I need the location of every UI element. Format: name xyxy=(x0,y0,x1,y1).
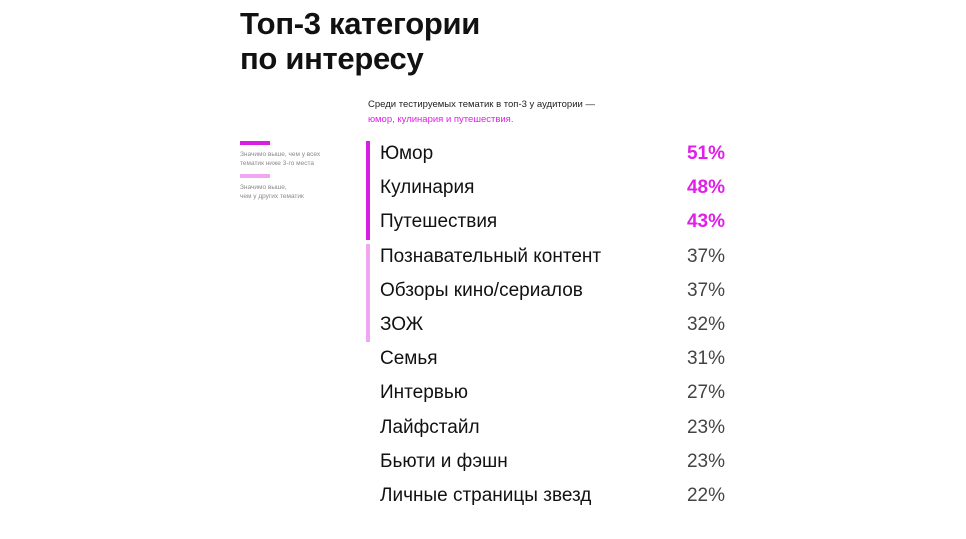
value-label: 23% xyxy=(686,416,725,438)
category-label: Интервью xyxy=(380,382,469,404)
legend-line: тематик ниже 3-го места xyxy=(240,160,314,167)
legend-swatch-light xyxy=(240,174,270,178)
category-label: Семья xyxy=(380,348,438,370)
legend-line: Значимо выше, чем у всех xyxy=(240,151,321,158)
list-item: Кулинария 48% xyxy=(380,171,725,205)
legend-item-strong: Значимо выше, чем у всех тематик ниже 3-… xyxy=(240,141,350,168)
legend-line: Значимо выше, xyxy=(240,184,287,191)
list-item: Семья 31% xyxy=(380,342,725,376)
title-line-1: Топ-3 категории xyxy=(240,6,480,41)
highlight-bar-strong xyxy=(366,141,370,240)
legend-line: чем у других тематик xyxy=(240,193,304,200)
category-label: Кулинария xyxy=(380,177,475,199)
legend-text-strong: Значимо выше, чем у всех тематик ниже 3-… xyxy=(240,150,350,168)
legend-text-light: Значимо выше, чем у других тематик xyxy=(240,183,350,201)
category-label: ЗОЖ xyxy=(380,314,424,335)
value-label: 48% xyxy=(686,177,725,199)
value-label: 31% xyxy=(686,348,725,370)
legend-item-light: Значимо выше, чем у других тематик xyxy=(240,174,350,201)
subtitle: Среди тестируемых тематик в топ-3 у ауди… xyxy=(368,97,595,127)
category-label: Познавательный контент xyxy=(380,245,602,267)
category-label: Обзоры кино/сериалов xyxy=(380,279,583,301)
value-label: 51% xyxy=(686,143,725,164)
page-title: Топ-3 категории по интересу xyxy=(240,6,480,76)
list-item: Бьюти и фэшн 23% xyxy=(380,445,725,479)
list-item: Интервью 27% xyxy=(380,376,725,410)
legend: Значимо выше, чем у всех тематик ниже 3-… xyxy=(240,141,350,207)
value-label: 37% xyxy=(686,279,725,301)
category-label: Лайфстайл xyxy=(380,416,480,438)
legend-swatch-strong xyxy=(240,141,270,145)
value-label: 43% xyxy=(686,211,725,233)
list-item: ЗОЖ 32% xyxy=(380,308,725,342)
category-label: Путешествия xyxy=(380,211,498,233)
list-item: Обзоры кино/сериалов 37% xyxy=(380,274,725,308)
list-item: Путешествия 43% xyxy=(380,205,725,239)
subtitle-line-1: Среди тестируемых тематик в топ-3 у ауди… xyxy=(368,99,595,110)
value-label: 32% xyxy=(686,314,725,335)
subtitle-line-2: юмор, кулинария и путешествия. xyxy=(368,114,514,125)
list-item: Личные страницы звезд 22% xyxy=(380,479,725,513)
value-label: 22% xyxy=(686,485,725,506)
category-label: Юмор xyxy=(380,143,434,164)
value-label: 37% xyxy=(686,245,725,267)
list-item: Юмор 51% xyxy=(380,137,725,171)
list-item: Лайфстайл 23% xyxy=(380,411,725,445)
value-label: 27% xyxy=(686,382,725,404)
highlight-bar-light xyxy=(366,243,370,343)
title-line-2: по интересу xyxy=(240,41,424,76)
category-label: Бьюти и фэшн xyxy=(380,450,508,472)
value-label: 23% xyxy=(686,450,725,472)
category-label: Личные страницы звезд xyxy=(380,485,592,506)
list-item: Познавательный контент 37% xyxy=(380,240,725,274)
